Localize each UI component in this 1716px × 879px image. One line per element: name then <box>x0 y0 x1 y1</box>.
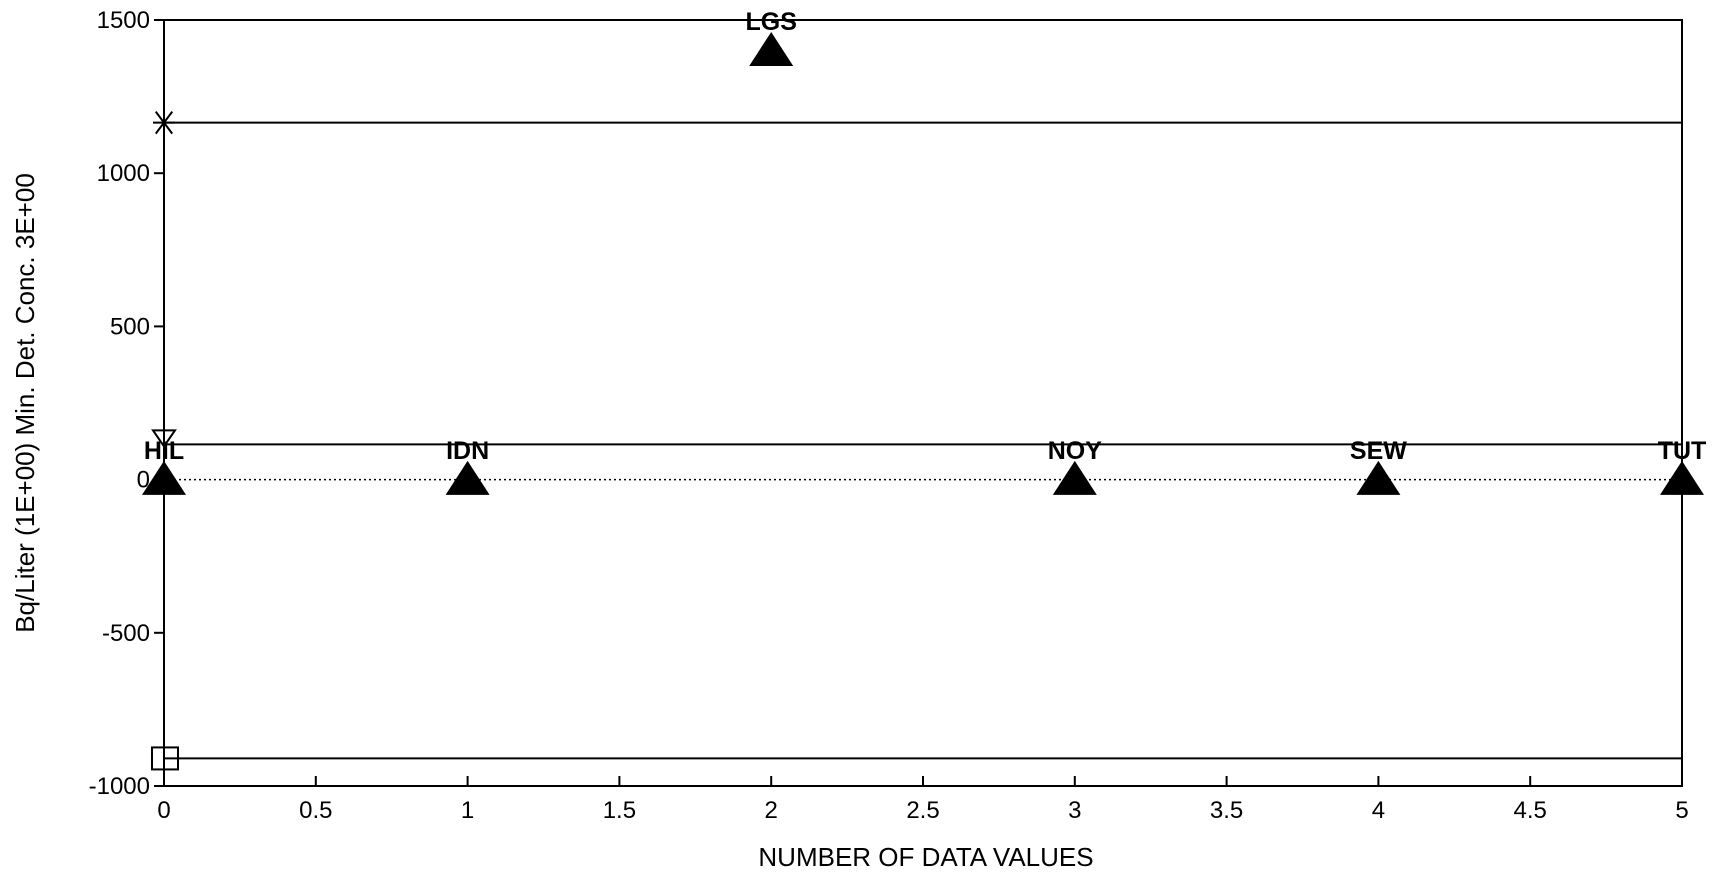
y-tick-label: -1000 <box>89 773 150 800</box>
x-tick-label: 1 <box>461 797 474 824</box>
data-points: HIL IDN LGS NOY SEW TUT <box>142 8 1706 495</box>
y-axis-title: Bq/Liter (1E+00) Min. Det. Conc. 3E+00 <box>10 173 40 633</box>
data-point-triangle <box>749 31 794 66</box>
data-point-triangle <box>142 460 186 495</box>
x-tick-label: 0.5 <box>299 797 332 824</box>
x-tick-label: 3.5 <box>1210 797 1243 824</box>
x-axis-title: NUMBER OF DATA VALUES <box>758 842 1093 872</box>
x-tick-label: 1.5 <box>603 797 636 824</box>
x-tick-label: 3 <box>1068 797 1081 824</box>
y-tick-label: 1500 <box>97 7 150 34</box>
open-triangle-marker <box>151 429 177 449</box>
x-tick-label: 0 <box>157 797 170 824</box>
plot-border <box>163 19 1683 787</box>
data-point-label: NOY <box>1048 437 1103 465</box>
open-square-marker <box>151 746 179 771</box>
x-tick-label: 2.5 <box>906 797 939 824</box>
x-axis: 0 0.5 1 1.5 2 2.5 3 3.5 4 4.5 5 <box>157 776 1689 824</box>
plot-frame <box>163 19 1683 787</box>
reference-lines <box>151 111 1682 771</box>
asterisk-stroke <box>154 111 174 135</box>
data-point-triangle <box>1660 460 1704 495</box>
x-tick-label: 5 <box>1675 797 1688 824</box>
x-tick-label: 4 <box>1372 797 1385 824</box>
y-tick-label: 1000 <box>97 160 150 187</box>
y-tick-label: -500 <box>102 620 150 647</box>
data-point-triangle <box>1356 460 1401 495</box>
data-point-triangle <box>1052 460 1097 495</box>
y-tick-label: 500 <box>110 313 150 340</box>
data-point-label: SEW <box>1350 437 1407 465</box>
data-point-label: LGS <box>745 8 796 36</box>
y-tick-label: 0 <box>137 467 150 494</box>
x-tick-label: 2 <box>765 797 778 824</box>
data-point-label: HIL <box>144 437 184 465</box>
data-point-triangle <box>445 460 490 495</box>
data-point-label: TUT <box>1658 437 1707 465</box>
asterisk-marker <box>153 111 175 135</box>
x-tick-label: 4.5 <box>1514 797 1547 824</box>
y-axis: -1000 -500 0 500 1000 1500 <box>89 7 164 800</box>
data-point-label: IDN <box>446 437 489 465</box>
